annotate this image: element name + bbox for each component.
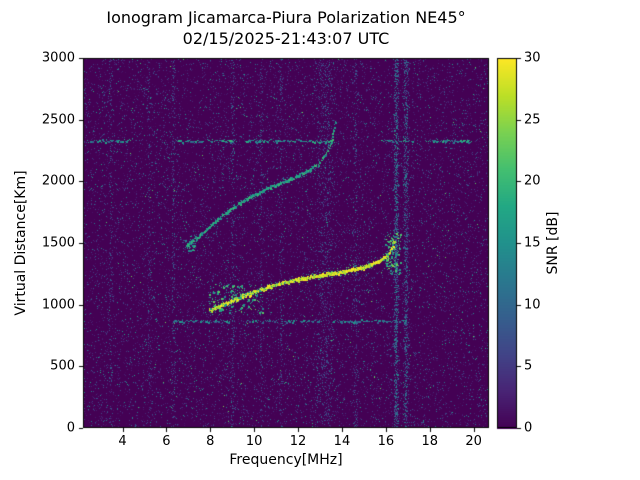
colorbar-tick-label: 5 [524,358,533,374]
colorbar-tick-label: 10 [524,297,541,313]
y-tick-label: 3000 [41,50,75,66]
x-tick-label: 10 [245,434,263,449]
y-tick-label: 2000 [41,173,75,189]
colorbar-tick-label: 25 [524,112,541,128]
y-tick-label: 500 [50,358,75,374]
y-tick-label: 2500 [41,112,75,128]
y-tick-label: 0 [66,420,75,436]
colorbar-tick-label: 15 [524,235,541,251]
colorbar-tick-label: 0 [524,420,533,436]
x-tick-label: 20 [465,434,482,449]
y-tick-label: 1500 [41,235,75,251]
x-tick-label: 4 [118,434,127,449]
colorbar-tick-label: 30 [524,50,541,66]
x-tick-label: 12 [289,434,307,449]
y-tick-label: 1000 [41,297,75,313]
x-tick-label: 8 [206,434,215,449]
x-tick-label: 6 [162,434,171,449]
colorbar-tick-label: 20 [524,173,541,189]
x-axis-label: Frequency[MHz] [229,452,343,468]
colorbar-label: SNR [dB] [545,211,561,275]
x-tick-label: 18 [421,434,439,449]
x-tick-label: 16 [377,434,395,449]
chart-subtitle: 02/15/2025-21:43:07 UTC [182,29,390,48]
y-axis-label: Virtual Distance[Km] [13,170,29,316]
x-tick-label: 14 [333,434,351,449]
chart-title: Ionogram Jicamarca-Piura Polarization NE… [106,8,466,27]
